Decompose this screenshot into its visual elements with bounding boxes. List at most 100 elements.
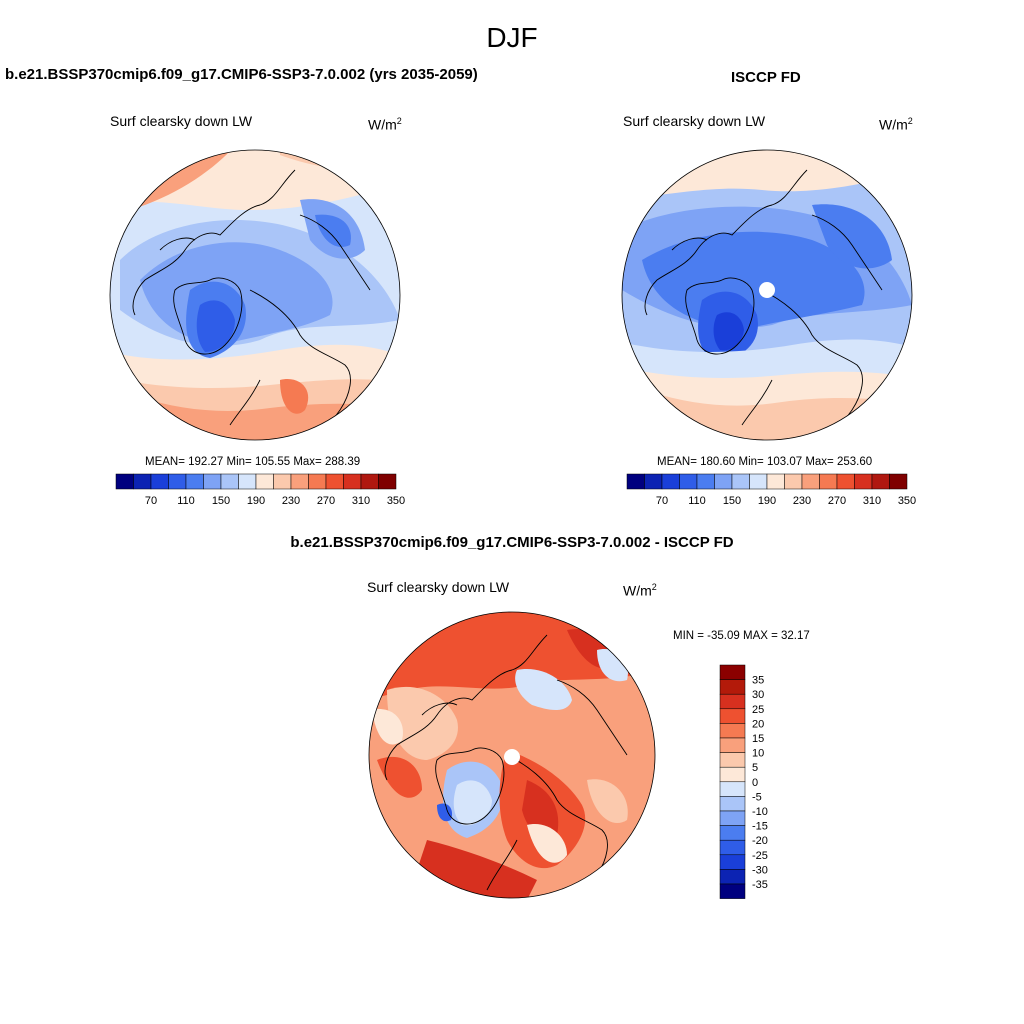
- diff-colorbar-tick-label: 25: [752, 704, 764, 716]
- diff-colorbar-tick-label: 0: [752, 777, 758, 789]
- diff-colorbar-swatch: [719, 708, 746, 724]
- diff-colorbar-tick-label: 5: [752, 762, 758, 774]
- obs-colorbar-swatch: [801, 473, 820, 490]
- diff-variable-label: Surf clearsky down LW: [367, 579, 510, 595]
- obs-colorbar-tick-label: 350: [898, 495, 916, 507]
- diff-colorbar-tick-label: -30: [752, 864, 768, 876]
- model-colorbar-swatch: [133, 473, 152, 490]
- obs-colorbar-swatch: [871, 473, 890, 490]
- diff-colorbar-tick-label: 35: [752, 675, 764, 687]
- model-colorbar-tick-label: 310: [352, 495, 370, 507]
- model-polar-map: [109, 149, 401, 441]
- diff-colorbar-tick-label: -20: [752, 835, 768, 847]
- obs-colorbar-tick-label: 150: [723, 495, 741, 507]
- diff-units-label: W/m2: [623, 582, 657, 599]
- diff-colorbar-swatch: [719, 825, 746, 841]
- diff-colorbar-swatch: [719, 781, 746, 797]
- obs-colorbar-swatch: [714, 473, 733, 490]
- obs-colorbar-swatch: [766, 473, 785, 490]
- figure-title: DJF: [486, 22, 538, 53]
- obs-polar-map: [621, 149, 913, 441]
- diff-pole-missing: [504, 749, 520, 765]
- model-colorbar-swatch: [115, 473, 134, 490]
- model-map-fill: [110, 150, 400, 440]
- model-colorbar-swatch: [203, 473, 222, 490]
- obs-colorbar-tick-label: 270: [828, 495, 846, 507]
- obs-panel-title: ISCCP FD: [731, 69, 801, 86]
- obs-colorbar-tick-label: 310: [863, 495, 881, 507]
- model-colorbar-swatch: [343, 473, 362, 490]
- diff-polar-map: [368, 611, 656, 899]
- model-colorbar-tick-label: 110: [177, 495, 195, 507]
- diff-colorbar-tick-label: -10: [752, 806, 768, 818]
- obs-stats: MEAN= 180.60 Min= 103.07 Max= 253.60: [657, 456, 873, 468]
- obs-colorbar-tick-label: 190: [758, 495, 776, 507]
- obs-colorbar-swatch: [679, 473, 698, 490]
- obs-pole-missing: [759, 282, 775, 298]
- model-colorbar-swatch: [308, 473, 327, 490]
- diff-colorbar-swatch: [719, 737, 746, 753]
- diff-colorbar-swatch: [719, 796, 746, 812]
- diff-colorbar-tick-label: -15: [752, 821, 768, 833]
- diff-colorbar-swatch: [719, 723, 746, 739]
- diff-colorbar-tick-label: -25: [752, 850, 768, 862]
- model-colorbar: 70 110 150 190 230 270 310 350: [115, 473, 405, 507]
- obs-colorbar-swatch: [836, 473, 855, 490]
- model-colorbar-swatch: [150, 473, 169, 490]
- diff-colorbar-swatch: [719, 693, 746, 710]
- diff-colorbar-swatch: [719, 854, 746, 870]
- model-colorbar-swatch: [378, 473, 397, 490]
- model-panel-title: b.e21.BSSP370cmip6.f09_g17.CMIP6-SSP3-7.…: [5, 66, 478, 83]
- obs-colorbar-swatch: [644, 473, 663, 490]
- obs-colorbar-swatch: [696, 473, 715, 490]
- obs-variable-label: Surf clearsky down LW: [623, 113, 766, 129]
- obs-colorbar-swatch: [819, 473, 838, 490]
- obs-map-border: [621, 149, 913, 441]
- diff-colorbar-tick-label: 20: [752, 718, 764, 730]
- model-units-label: W/m2: [368, 116, 402, 133]
- model-colorbar-swatch: [238, 473, 257, 490]
- diff-map-border: [368, 611, 656, 899]
- diff-stats: MIN = -35.09 MAX = 32.17: [673, 630, 810, 642]
- diff-colorbar-tick-label: 30: [752, 689, 764, 701]
- obs-colorbar-swatch: [749, 473, 768, 490]
- diff-colorbar-swatch: [719, 679, 746, 695]
- model-colorbar-tick-label: 70: [145, 495, 157, 507]
- diff-colorbar-tick-label: 15: [752, 733, 764, 745]
- diff-colorbar-swatch: [719, 869, 746, 885]
- model-colorbar-swatch: [360, 473, 379, 490]
- obs-colorbar-swatch: [889, 473, 908, 490]
- model-colorbar-tick-label: 350: [387, 495, 405, 507]
- obs-colorbar-tick-label: 110: [688, 495, 706, 507]
- model-colorbar-tick-label: 270: [317, 495, 335, 507]
- model-variable-label: Surf clearsky down LW: [110, 113, 253, 129]
- diff-colorbar-swatch: [719, 752, 746, 768]
- model-colorbar-tick-label: 150: [212, 495, 230, 507]
- obs-coastlines: [644, 169, 883, 440]
- diff-colorbar-swatch: [719, 839, 746, 856]
- obs-colorbar-swatch: [661, 473, 680, 490]
- model-colorbar-swatch: [168, 473, 187, 490]
- diff-colorbar-swatch: [719, 664, 746, 680]
- model-colorbar-tick-label: 230: [282, 495, 300, 507]
- obs-colorbar-swatch: [784, 473, 803, 490]
- diff-colorbar-swatch: [719, 810, 746, 826]
- diff-colorbar-swatch: [719, 766, 746, 783]
- model-colorbar-swatch: [325, 473, 344, 490]
- model-colorbar-swatch: [185, 473, 204, 490]
- diff-colorbar-tick-label: -5: [752, 791, 762, 803]
- model-colorbar-swatch: [220, 473, 239, 490]
- diff-colorbar-tick-label: 10: [752, 748, 764, 760]
- diff-colorbar-swatch: [719, 883, 746, 899]
- obs-units-label: W/m2: [879, 116, 913, 133]
- diff-panel-title: b.e21.BSSP370cmip6.f09_g17.CMIP6-SSP3-7.…: [290, 534, 734, 551]
- diff-colorbar-tick-label: -35: [752, 879, 768, 891]
- model-map-border: [109, 149, 401, 441]
- obs-colorbar-tick-label: 70: [656, 495, 668, 507]
- obs-colorbar-swatch: [731, 473, 750, 490]
- obs-colorbar-swatch: [626, 473, 645, 490]
- model-colorbar-swatch: [290, 473, 309, 490]
- model-colorbar-swatch: [273, 473, 292, 490]
- obs-colorbar-tick-label: 230: [793, 495, 811, 507]
- model-colorbar-swatch: [255, 473, 274, 490]
